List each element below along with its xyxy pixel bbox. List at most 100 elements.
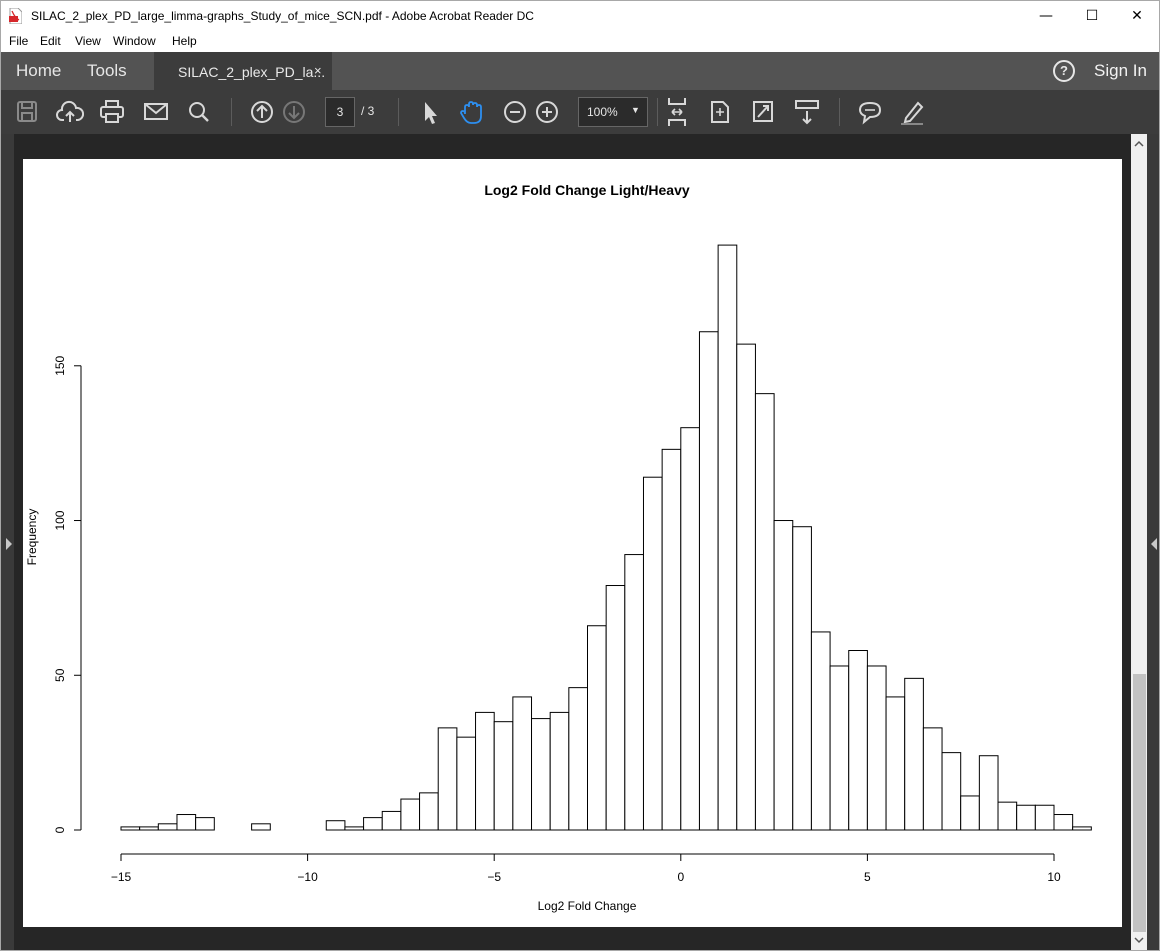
histogram-bar bbox=[456, 736, 477, 831]
select-cursor-icon[interactable] bbox=[416, 90, 444, 134]
y-axis: 0 50 100 150 bbox=[53, 355, 82, 833]
fit-page-icon[interactable] bbox=[663, 90, 691, 134]
histogram-bar bbox=[698, 331, 719, 831]
page-number-input[interactable]: 3 bbox=[325, 97, 355, 127]
comment-icon[interactable] bbox=[856, 90, 884, 134]
sign-in-button[interactable]: Sign In bbox=[1094, 61, 1147, 80]
zoom-in-icon[interactable] bbox=[533, 90, 561, 134]
histogram-bar bbox=[642, 476, 663, 831]
histogram-bar bbox=[363, 817, 383, 831]
histogram-bar bbox=[493, 721, 514, 831]
page-total: / 3 bbox=[361, 104, 375, 118]
print-icon[interactable] bbox=[98, 90, 126, 134]
histogram-bar bbox=[139, 826, 159, 831]
histogram-bar bbox=[605, 585, 626, 831]
cloud-upload-icon[interactable] bbox=[56, 90, 84, 134]
expand-left-icon bbox=[6, 538, 12, 550]
menu-bar: File Edit View Window Help bbox=[1, 31, 1159, 52]
histogram-bar bbox=[568, 687, 589, 831]
menu-view[interactable]: View bbox=[75, 34, 101, 48]
search-icon[interactable] bbox=[185, 90, 213, 134]
histogram-bar bbox=[1072, 826, 1092, 831]
toolbar-separator bbox=[839, 98, 840, 126]
hand-icon[interactable] bbox=[458, 90, 486, 134]
tab-home[interactable]: Home bbox=[16, 61, 62, 80]
right-panel-toggle[interactable] bbox=[1147, 134, 1159, 950]
tab-tools[interactable]: Tools bbox=[87, 61, 127, 80]
toolbar-separator bbox=[657, 98, 658, 126]
menu-window[interactable]: Window bbox=[113, 34, 156, 48]
x-tick-label: 10 bbox=[1047, 870, 1061, 884]
histogram-bar bbox=[381, 810, 402, 831]
minimize-button[interactable]: — bbox=[1039, 8, 1053, 24]
full-screen-icon[interactable] bbox=[749, 90, 777, 134]
zoom-select[interactable]: 100% ▼ bbox=[578, 97, 648, 127]
title-bar: SILAC_2_plex_PD_large_limma-graphs_Study… bbox=[1, 1, 1159, 31]
histogram-bar bbox=[325, 820, 346, 831]
y-tick-label: 150 bbox=[53, 355, 67, 375]
histogram-bar bbox=[344, 826, 365, 831]
menu-help[interactable]: Help bbox=[172, 34, 197, 48]
close-tab-icon[interactable]: × bbox=[314, 63, 322, 78]
histogram-chart: Log2 Fold Change Light/Heavy Log2 Fold C… bbox=[25, 182, 1092, 913]
histogram-bar bbox=[829, 665, 850, 831]
close-button[interactable]: ✕ bbox=[1131, 8, 1143, 24]
x-axis-label: Log2 Fold Change bbox=[538, 899, 637, 913]
pdf-page: Log2 Fold Change Light/Heavy Log2 Fold C… bbox=[23, 159, 1122, 927]
chart-title: Log2 Fold Change Light/Heavy bbox=[484, 182, 690, 198]
tab-document[interactable]: SILAC_2_plex_PD_la... × bbox=[154, 52, 332, 90]
histogram-bar bbox=[549, 711, 570, 831]
histogram-bar bbox=[661, 448, 682, 831]
histogram-bar bbox=[960, 795, 980, 831]
histogram-bar bbox=[904, 677, 924, 831]
histogram-bar bbox=[251, 823, 271, 831]
x-tick-label: 5 bbox=[864, 870, 871, 884]
histogram-bar bbox=[176, 814, 197, 831]
chevron-down-icon: ▼ bbox=[631, 105, 640, 115]
help-icon[interactable]: ? bbox=[1053, 60, 1075, 82]
histogram-bar bbox=[792, 526, 812, 831]
save-icon[interactable] bbox=[13, 90, 41, 134]
x-axis: −15 −10 −5 0 5 10 bbox=[111, 853, 1061, 884]
scroll-up-icon[interactable] bbox=[1131, 136, 1147, 152]
histogram-bar bbox=[922, 727, 943, 831]
menu-file[interactable]: File bbox=[9, 34, 29, 48]
page-up-icon[interactable] bbox=[248, 90, 276, 134]
toolbar-separator bbox=[398, 98, 399, 126]
x-tick-label: −5 bbox=[487, 870, 501, 884]
histogram-bar bbox=[773, 520, 794, 831]
histogram-bar bbox=[1034, 804, 1055, 831]
expand-right-icon bbox=[1151, 538, 1157, 550]
scrollbar-thumb[interactable] bbox=[1133, 674, 1146, 932]
scroll-mode-icon[interactable] bbox=[793, 90, 821, 134]
histogram-bar bbox=[736, 343, 756, 831]
histogram-bar bbox=[437, 727, 458, 831]
email-icon[interactable] bbox=[142, 90, 170, 134]
left-panel-toggle[interactable] bbox=[1, 134, 14, 950]
maximize-button[interactable]: ☐ bbox=[1085, 8, 1099, 24]
histogram-bar bbox=[1016, 804, 1036, 831]
histogram-bar bbox=[1053, 814, 1074, 831]
histogram-bars bbox=[120, 244, 1092, 831]
y-tick-label: 100 bbox=[53, 510, 67, 530]
histogram-bar bbox=[475, 711, 495, 831]
zoom-out-icon[interactable] bbox=[501, 90, 529, 134]
histogram-bar bbox=[400, 798, 421, 831]
tab-bar: Home Tools SILAC_2_plex_PD_la... × ? Sig… bbox=[1, 52, 1159, 90]
page-down-icon[interactable] bbox=[280, 90, 308, 134]
rotate-icon[interactable] bbox=[706, 90, 734, 134]
histogram-bar bbox=[680, 427, 700, 831]
document-tab-label: SILAC_2_plex_PD_la... bbox=[178, 64, 326, 80]
x-tick-label: −15 bbox=[111, 870, 132, 884]
histogram-bar bbox=[866, 665, 887, 831]
zoom-value: 100% bbox=[587, 105, 618, 119]
highlight-icon[interactable] bbox=[898, 90, 926, 134]
scroll-down-icon[interactable] bbox=[1131, 932, 1147, 948]
histogram-bar bbox=[624, 554, 644, 831]
x-tick-label: −10 bbox=[297, 870, 318, 884]
y-axis-label: Frequency bbox=[25, 509, 39, 566]
x-tick-label: 0 bbox=[677, 870, 684, 884]
histogram-bar bbox=[885, 696, 906, 831]
menu-edit[interactable]: Edit bbox=[40, 34, 61, 48]
